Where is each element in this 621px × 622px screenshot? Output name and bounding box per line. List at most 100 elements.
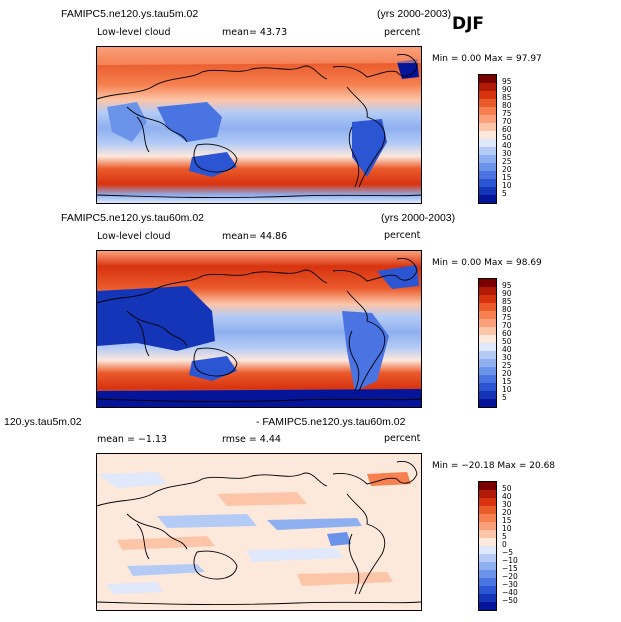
panel3-colorbar-labels: 50 40 30 20 15 10 5 0 −5 −10 −15 −20 −30 −40 −50 [502, 481, 532, 609]
panel3-map [96, 453, 422, 611]
colorbar-swatch [479, 311, 496, 319]
colorbar-swatch [479, 586, 496, 594]
colorbar-tick-label: −40 [502, 588, 518, 597]
colorbar-tick-label: 90 [502, 85, 512, 94]
colorbar-tick-label: 90 [502, 289, 512, 298]
colorbar-swatch [479, 554, 496, 562]
colorbar-tick-label: 80 [502, 305, 512, 314]
panel2-minmax: Min = 0.00 Max = 98.69 [432, 258, 542, 268]
colorbar-tick-label: 5 [502, 393, 507, 402]
colorbar-swatch [479, 602, 496, 610]
panel1-colorbar [478, 74, 497, 204]
colorbar-tick-label: 95 [502, 281, 512, 290]
panel1-minmax: Min = 0.00 Max = 97.97 [432, 54, 542, 64]
panel2-case-title: FAMIPC5.ne120.ys.tau60m.02 [61, 212, 204, 224]
panel1-land-cloud [107, 59, 419, 177]
colorbar-tick-label: 50 [502, 337, 512, 346]
panel2-years: (yrs 2000-2003) [381, 212, 456, 224]
colorbar-tick-label: 25 [502, 361, 512, 370]
colorbar-swatch [479, 327, 496, 335]
colorbar-swatch [479, 139, 496, 147]
colorbar-swatch [479, 131, 496, 139]
colorbar-swatch [479, 279, 496, 287]
colorbar-tick-label: 60 [502, 125, 512, 134]
colorbar-tick-label: 20 [502, 369, 512, 378]
panel1-colorbar-labels: 95 90 85 80 75 70 60 50 40 30 25 20 15 10 5 [502, 74, 532, 202]
panel1-units: percent [384, 27, 421, 38]
colorbar-tick-label: 15 [502, 173, 512, 182]
colorbar-tick-label: 30 [502, 500, 512, 509]
colorbar-swatch [479, 319, 496, 327]
colorbar-swatch [479, 506, 496, 514]
panel2-map [96, 250, 422, 408]
panel2-colorbar-labels: 95 90 85 80 75 70 60 50 40 30 25 20 15 10 5 [502, 278, 532, 406]
colorbar-swatch [479, 343, 496, 351]
colorbar-tick-label: 80 [502, 101, 512, 110]
colorbar-swatch [479, 195, 496, 203]
colorbar-tick-label: 15 [502, 377, 512, 386]
colorbar-tick-label: 10 [502, 181, 512, 190]
colorbar-swatch [479, 538, 496, 546]
panel1-map-field [97, 47, 421, 203]
panel3-diff-patches [97, 472, 411, 594]
panel2-units: percent [384, 230, 421, 241]
panel3-coastlines [97, 461, 421, 605]
colorbar-swatch [479, 99, 496, 107]
colorbar-tick-label: −5 [502, 548, 514, 557]
colorbar-swatch [479, 359, 496, 367]
colorbar-swatch [479, 530, 496, 538]
colorbar-swatch [479, 303, 496, 311]
colorbar-swatch [479, 546, 496, 554]
panel1-map [96, 46, 422, 204]
colorbar-swatch [479, 490, 496, 498]
colorbar-swatch [479, 147, 496, 155]
colorbar-tick-label: 5 [502, 189, 507, 198]
colorbar-tick-label: 85 [502, 93, 512, 102]
colorbar-tick-label: 50 [502, 484, 512, 493]
panel2-field-name: Low-level cloud [97, 231, 171, 242]
panel3-case-title-right: - FAMIPC5.ne120.ys.tau60m.02 [256, 416, 406, 428]
panel3-rmse: rmse = 4.44 [222, 434, 281, 445]
colorbar-swatch [479, 482, 496, 490]
colorbar-swatch [479, 351, 496, 359]
panel3-units: percent [384, 433, 421, 444]
colorbar-swatch [479, 155, 496, 163]
colorbar-tick-label: 25 [502, 157, 512, 166]
colorbar-tick-label: 50 [502, 133, 512, 142]
colorbar-swatch [479, 107, 496, 115]
panel2-colorbar [478, 278, 497, 408]
colorbar-swatch [479, 578, 496, 586]
colorbar-swatch [479, 287, 496, 295]
panel1-field-name: Low-level cloud [97, 27, 171, 38]
panel1-years: (yrs 2000-2003) [377, 8, 452, 20]
colorbar-tick-label: 30 [502, 353, 512, 362]
colorbar-tick-label: 40 [502, 141, 512, 150]
colorbar-swatch [479, 171, 496, 179]
panel3-case-title-left: 120.ys.tau5m.02 [4, 416, 82, 428]
panel1-case-title: FAMIPC5.ne120.ys.tau5m.02 [61, 8, 199, 20]
colorbar-swatch [479, 83, 496, 91]
colorbar-swatch [479, 383, 496, 391]
colorbar-tick-label: −50 [502, 596, 518, 605]
colorbar-tick-label: 5 [502, 532, 507, 541]
colorbar-swatch [479, 91, 496, 99]
panel3-map-field [97, 454, 421, 610]
colorbar-tick-label: −30 [502, 580, 518, 589]
colorbar-tick-label: −10 [502, 556, 518, 565]
colorbar-tick-label: 0 [502, 540, 507, 549]
colorbar-tick-label: 10 [502, 385, 512, 394]
colorbar-tick-label: 75 [502, 109, 512, 118]
panel1-coastlines [97, 54, 421, 198]
panel2-map-field [97, 251, 421, 407]
colorbar-swatch [479, 163, 496, 171]
colorbar-swatch [479, 391, 496, 399]
colorbar-swatch [479, 295, 496, 303]
panel3-colorbar [478, 481, 497, 611]
colorbar-tick-label: 70 [502, 321, 512, 330]
colorbar-swatch [479, 123, 496, 131]
colorbar-swatch [479, 335, 496, 343]
colorbar-tick-label: 75 [502, 313, 512, 322]
colorbar-swatch [479, 570, 496, 578]
colorbar-tick-label: 10 [502, 524, 512, 533]
colorbar-tick-label: 30 [502, 149, 512, 158]
